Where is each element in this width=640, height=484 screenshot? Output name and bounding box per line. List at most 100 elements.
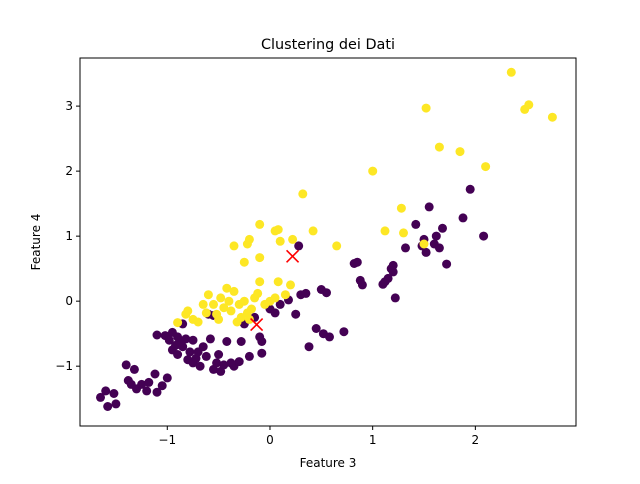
cluster-1-point	[247, 304, 256, 314]
cluster-1-point	[255, 277, 265, 287]
cluster-0-point	[164, 335, 174, 345]
cluster-1-point	[214, 314, 224, 324]
cluster-1-point	[298, 189, 308, 199]
cluster-0-point	[173, 332, 183, 342]
cluster-1-point	[253, 288, 263, 298]
cluster-1-point	[239, 257, 249, 267]
cluster-0-point	[157, 381, 167, 391]
cluster-1-point	[396, 203, 406, 213]
cluster-0-point	[101, 386, 111, 396]
cluster-0-point	[150, 369, 160, 379]
cluster-0-point	[205, 334, 215, 344]
cluster-1-point	[236, 312, 246, 322]
cluster-1-point	[288, 234, 298, 244]
y-tick-label: 3	[65, 99, 73, 113]
cluster-0-point	[142, 386, 152, 396]
cluster-1-point	[434, 142, 444, 152]
x-tick-label: 1	[369, 433, 377, 447]
cluster-0-point	[357, 280, 367, 290]
cluster-0-point	[311, 324, 321, 333]
x-axis: −1 0 1 2	[158, 426, 479, 447]
cluster-0-point	[162, 373, 172, 383]
y-tick-label: −1	[55, 359, 73, 373]
cluster-1-point	[286, 280, 295, 290]
cluster-1-point	[219, 303, 229, 313]
cluster-0-point	[465, 184, 475, 194]
cluster-0-point	[431, 231, 441, 241]
cluster-0-point	[111, 399, 121, 409]
cluster-0-point	[109, 389, 119, 398]
cluster-0-point	[173, 350, 183, 359]
cluster-0-point	[198, 342, 208, 352]
centroid-marker	[286, 249, 300, 263]
cluster-1-point	[332, 241, 342, 251]
cluster-0-point	[244, 351, 254, 361]
cluster-1-point	[209, 299, 218, 309]
cluster-1-point	[273, 225, 283, 235]
x-tick-label: 2	[472, 433, 480, 447]
cluster-1-point	[224, 296, 234, 306]
cluster-0-point	[322, 288, 331, 298]
cluster-1-point	[368, 166, 378, 176]
cluster-1-point	[201, 308, 211, 318]
cluster-0-point	[388, 260, 398, 270]
cluster-1-point	[273, 277, 283, 287]
cluster-1-point	[308, 226, 318, 236]
cluster-1-point	[270, 293, 280, 303]
cluster-1-point	[193, 317, 203, 327]
cluster-1-point	[455, 147, 465, 157]
cluster-0-point	[188, 335, 198, 345]
cluster-0-point	[236, 337, 246, 346]
cluster-0-point	[421, 247, 431, 257]
cluster-0-point	[339, 327, 349, 337]
cluster-0-point	[152, 330, 162, 340]
cluster-0-point	[301, 288, 311, 298]
cluster-1-point	[506, 67, 516, 77]
cluster-0-point	[129, 364, 139, 374]
cluster-0-point	[201, 351, 211, 361]
cluster-0-point	[352, 257, 362, 267]
cluster-0-point	[181, 334, 191, 344]
cluster-1-point	[173, 318, 183, 328]
cluster-1-point	[226, 306, 236, 316]
cluster-1-point	[244, 234, 254, 244]
cluster-1-point	[229, 286, 239, 296]
cluster-1-point	[222, 283, 232, 293]
cluster-0-point	[438, 223, 447, 233]
plot-area	[96, 67, 557, 411]
cluster-1-point	[255, 219, 265, 229]
cluster-1-point	[524, 100, 534, 110]
x-axis-label: Feature 3	[300, 456, 357, 470]
y-axis: −1 0 1 2 3	[55, 99, 80, 373]
cluster-0-point	[291, 309, 301, 319]
cluster-1-point	[280, 290, 290, 300]
cluster-0-point	[178, 342, 188, 352]
x-tick-label: 0	[266, 433, 274, 447]
cluster-0-point	[388, 267, 398, 277]
cluster-0-point	[401, 243, 410, 253]
chart-title: Clustering dei Dati	[261, 37, 395, 53]
cluster-0-point	[222, 337, 232, 346]
cluster-0-point	[96, 392, 105, 402]
cluster-0-point	[325, 332, 334, 342]
cluster-0-point	[442, 259, 452, 269]
cluster-0-point	[275, 299, 285, 309]
y-tick-label: 0	[65, 294, 73, 308]
cluster-1-point	[275, 236, 285, 246]
cluster-0-point	[214, 350, 224, 359]
y-axis-label: Feature 4	[29, 214, 43, 271]
cluster-0-point	[121, 360, 131, 370]
cluster-0-point	[434, 243, 444, 253]
cluster-1-point	[380, 226, 390, 236]
cluster-0-point	[137, 379, 147, 389]
cluster-1-point	[244, 314, 254, 324]
cluster-0-point	[185, 347, 195, 357]
x-tick-label: −1	[158, 433, 176, 447]
cluster-0-point	[424, 202, 434, 212]
y-tick-label: 2	[65, 164, 73, 178]
cluster-0-point	[304, 342, 314, 352]
cluster-0-point	[144, 377, 154, 387]
cluster-1-point	[216, 293, 226, 303]
cluster-0-point	[195, 361, 205, 371]
